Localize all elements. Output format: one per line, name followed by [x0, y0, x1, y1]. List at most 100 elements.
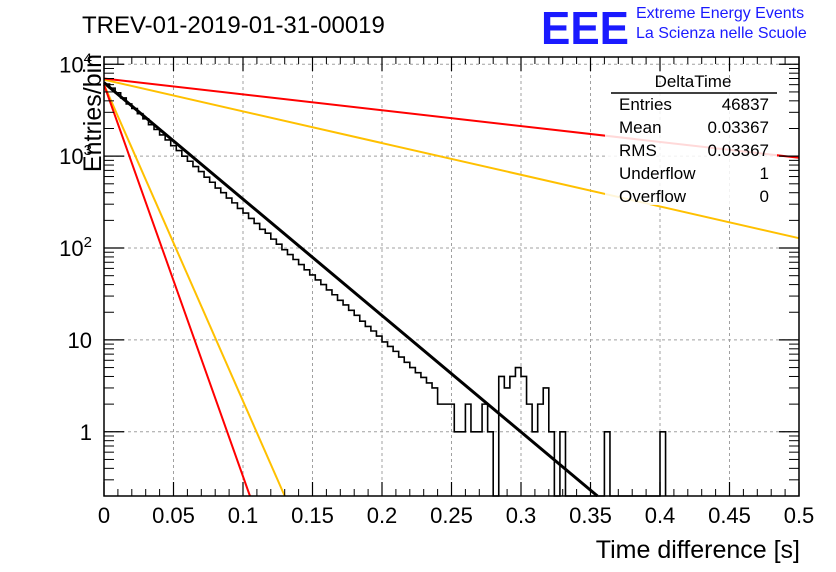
histogram-bin [282, 250, 288, 496]
x-tick-label: 0.3 [506, 503, 537, 528]
x-axis-label: Time difference [s] [596, 536, 800, 564]
fit-curve [103, 84, 286, 497]
histogram-bin [360, 321, 366, 496]
stats-label-overflow: Overflow [619, 187, 687, 206]
fit-curve [103, 84, 251, 497]
histogram-bin [393, 351, 399, 496]
eee-logo-line1: Extreme Energy Events [636, 5, 804, 22]
y-axis-label: Entries/bin [79, 54, 107, 172]
x-tick-label: 0.4 [645, 503, 676, 528]
eee-logo: EEE Extreme Energy Events La Scienza nel… [541, 2, 807, 54]
histogram-bin [299, 265, 305, 496]
histogram-bin [182, 156, 188, 496]
histogram-bin [315, 280, 321, 496]
histogram-bin [504, 388, 510, 496]
x-tick-label: 0.45 [708, 503, 751, 528]
histogram-bin [365, 326, 371, 496]
histogram-bin [148, 125, 154, 496]
chart-title: TREV-01-2019-01-31-00019 [82, 12, 385, 39]
histogram-bin [176, 151, 182, 496]
x-tick-label: 0.15 [291, 503, 334, 528]
histogram-bin [199, 172, 205, 496]
histogram-bin [293, 260, 299, 496]
eee-logo-text: EEE [541, 2, 629, 54]
histogram-bin [276, 244, 282, 496]
histogram-bin [193, 167, 199, 496]
histogram-bin [121, 98, 127, 496]
histogram-bin [415, 373, 421, 496]
histogram-bin [488, 432, 494, 496]
fit-curve [103, 81, 599, 498]
fit-curves [103, 77, 800, 498]
stats-value-overflow: 0 [760, 187, 769, 206]
x-tick-label: 0 [98, 503, 110, 528]
y-tick-label: 1 [80, 420, 92, 445]
histogram-bin [243, 213, 249, 496]
fit-curve [103, 78, 800, 240]
histogram-bin [210, 182, 216, 496]
histogram-bin [432, 388, 438, 496]
histogram-bin [527, 404, 533, 496]
histogram-bin [110, 88, 116, 496]
histogram [104, 83, 667, 497]
histogram-bin [271, 239, 277, 496]
histogram-bin [221, 193, 227, 496]
stats-title: DeltaTime [655, 72, 732, 91]
histogram-bin [237, 208, 243, 496]
histogram-bin [338, 300, 344, 496]
histogram-bin [321, 285, 327, 496]
histogram-bin [204, 177, 210, 496]
histogram-bin [160, 135, 166, 496]
histogram-bin [477, 432, 483, 496]
stats-label-underflow: Underflow [619, 164, 696, 183]
histogram-bin [115, 93, 121, 496]
stats-value-entries: 46837 [722, 95, 769, 114]
stats-value-rms: 0.03367 [708, 141, 769, 160]
histogram-bin [154, 130, 160, 496]
histogram-bin [376, 336, 382, 496]
histogram-outline [104, 83, 667, 497]
x-tick-label: 0.05 [152, 503, 195, 528]
histogram-bin [460, 432, 466, 496]
stats-value-underflow: 1 [760, 164, 769, 183]
histogram-bin [443, 404, 449, 496]
histogram-bin [249, 218, 255, 496]
histogram-bin [260, 229, 266, 496]
x-tick-label: 0.35 [569, 503, 612, 528]
y-tick-label: 102 [59, 234, 92, 261]
histogram-bin [543, 388, 549, 496]
stats-box-bg [605, 85, 777, 205]
histogram-bin [438, 404, 444, 496]
histogram-bin [499, 376, 505, 496]
histogram-bin [454, 432, 460, 496]
histogram-bin [310, 275, 316, 496]
histogram-bin [510, 376, 516, 496]
histogram-bin [371, 331, 377, 496]
x-tick-label: 0.5 [784, 503, 815, 528]
stats-label-mean: Mean [619, 118, 662, 137]
histogram-bin [388, 346, 394, 496]
histogram-bin [604, 432, 610, 496]
histogram-bin [465, 404, 471, 496]
eee-logo-line2: La Scienza nelle Scuole [636, 25, 807, 42]
stats-label-entries: Entries [619, 95, 672, 114]
histogram-bin [226, 198, 232, 496]
histogram-bin [349, 310, 355, 496]
histogram-bin [404, 362, 410, 496]
x-tick-label: 0.25 [430, 503, 473, 528]
histogram-bin [326, 290, 332, 496]
stats-label-rms: RMS [619, 141, 657, 160]
histogram-bin [421, 377, 427, 496]
histogram-bin [660, 432, 666, 496]
histogram-bin [482, 404, 488, 496]
x-tick-label: 0.2 [367, 503, 398, 528]
y-tick-label: 10 [68, 328, 92, 353]
histogram-bin [471, 432, 477, 496]
histogram-bin [354, 315, 360, 496]
histogram-bin [254, 223, 260, 496]
histogram-bin [343, 305, 349, 496]
stats-value-mean: 0.03367 [708, 118, 769, 137]
histogram-bin [304, 270, 310, 496]
histogram-bin [382, 342, 388, 496]
